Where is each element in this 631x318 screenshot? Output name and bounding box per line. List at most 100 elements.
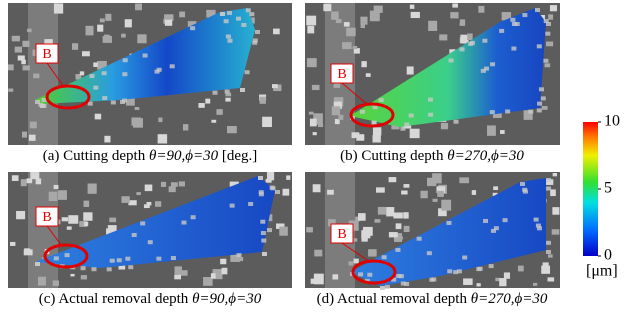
- texture: [155, 70, 160, 74]
- texture: [522, 13, 527, 17]
- texture: [312, 85, 320, 90]
- caption: (b) Cutting depth θ=270,ϕ=30: [340, 148, 524, 164]
- texture: [144, 204, 150, 208]
- texture: [102, 96, 107, 100]
- texture: [121, 34, 126, 38]
- light-band: [28, 172, 58, 288]
- texture: [537, 102, 542, 106]
- texture: [358, 213, 366, 221]
- texture: [407, 66, 414, 74]
- texture: [404, 122, 409, 126]
- texture: [22, 132, 27, 138]
- texture: [346, 28, 356, 37]
- texture: [543, 59, 548, 63]
- caption-prefix: (b) Cutting depth: [340, 148, 447, 164]
- texture: [550, 189, 556, 196]
- texture: [459, 177, 469, 183]
- texture: [117, 258, 122, 262]
- texture: [190, 26, 195, 30]
- panel: B(b) Cutting depth θ=270,ϕ=30: [305, 3, 560, 164]
- texture: [236, 17, 241, 21]
- texture: [404, 184, 410, 188]
- texture: [249, 12, 254, 16]
- texture: [367, 273, 372, 277]
- texture: [389, 232, 398, 237]
- texture: [38, 103, 43, 107]
- texture: [374, 6, 383, 13]
- texture: [30, 122, 37, 129]
- colorbar-tick-label: 5: [604, 180, 612, 197]
- texture: [15, 47, 22, 53]
- texture: [261, 231, 266, 235]
- texture: [449, 58, 454, 62]
- texture: [225, 90, 230, 94]
- texture: [482, 39, 487, 43]
- caption-prefix: (c) Actual removal depth: [39, 291, 192, 307]
- texture: [88, 183, 97, 193]
- texture: [545, 63, 551, 67]
- texture: [548, 277, 555, 281]
- texture: [230, 204, 235, 208]
- texture: [332, 274, 338, 279]
- texture: [441, 200, 451, 211]
- texture: [95, 114, 101, 120]
- texture: [433, 199, 438, 202]
- texture: [361, 61, 366, 67]
- texture: [552, 229, 560, 234]
- panel: B (c) Actual removal depth θ=90,ϕ=30: [8, 172, 292, 307]
- texture: [373, 105, 378, 109]
- panel: B(a) Cutting depth θ=90,ϕ=30 [deg.]: [8, 3, 292, 164]
- texture: [553, 173, 557, 176]
- texture: [93, 86, 98, 90]
- texture: [500, 130, 505, 134]
- texture: [53, 281, 59, 287]
- texture: [84, 222, 88, 226]
- texture: [401, 281, 406, 285]
- texture: [102, 71, 107, 75]
- texture: [331, 12, 339, 20]
- texture: [100, 18, 105, 22]
- texture: [143, 54, 148, 58]
- texture: [161, 182, 166, 187]
- texture: [410, 5, 415, 9]
- texture: [131, 117, 141, 125]
- texture: [262, 252, 267, 256]
- texture: [246, 8, 251, 12]
- texture: [403, 212, 408, 218]
- texture: [546, 178, 551, 182]
- marker-label: B: [42, 210, 51, 225]
- texture: [410, 129, 420, 138]
- texture: [105, 14, 111, 21]
- texture: [372, 135, 380, 142]
- texture: [417, 237, 422, 241]
- texture: [110, 259, 115, 263]
- texture: [552, 207, 559, 215]
- caption: (c) Actual removal depth θ=90,ϕ=30: [39, 291, 262, 307]
- texture: [363, 227, 373, 236]
- texture: [505, 109, 510, 113]
- texture: [446, 221, 451, 225]
- texture: [155, 201, 161, 207]
- texture: [431, 277, 436, 281]
- texture: [358, 272, 363, 276]
- texture: [253, 38, 258, 42]
- texture: [542, 106, 548, 110]
- texture: [226, 34, 231, 38]
- texture: [546, 250, 551, 254]
- texture: [428, 98, 433, 102]
- texture: [211, 120, 216, 123]
- texture: [33, 74, 39, 79]
- texture: [128, 265, 133, 269]
- texture: [376, 187, 385, 192]
- texture: [535, 8, 540, 12]
- texture: [12, 175, 19, 181]
- texture: [237, 253, 242, 257]
- texture: [258, 176, 263, 180]
- texture: [272, 84, 278, 88]
- texture: [137, 34, 146, 43]
- texture: [504, 272, 510, 278]
- texture: [477, 283, 481, 286]
- caption-angles: θ=270,ϕ=30: [447, 148, 524, 164]
- texture: [120, 100, 125, 104]
- texture: [309, 112, 314, 115]
